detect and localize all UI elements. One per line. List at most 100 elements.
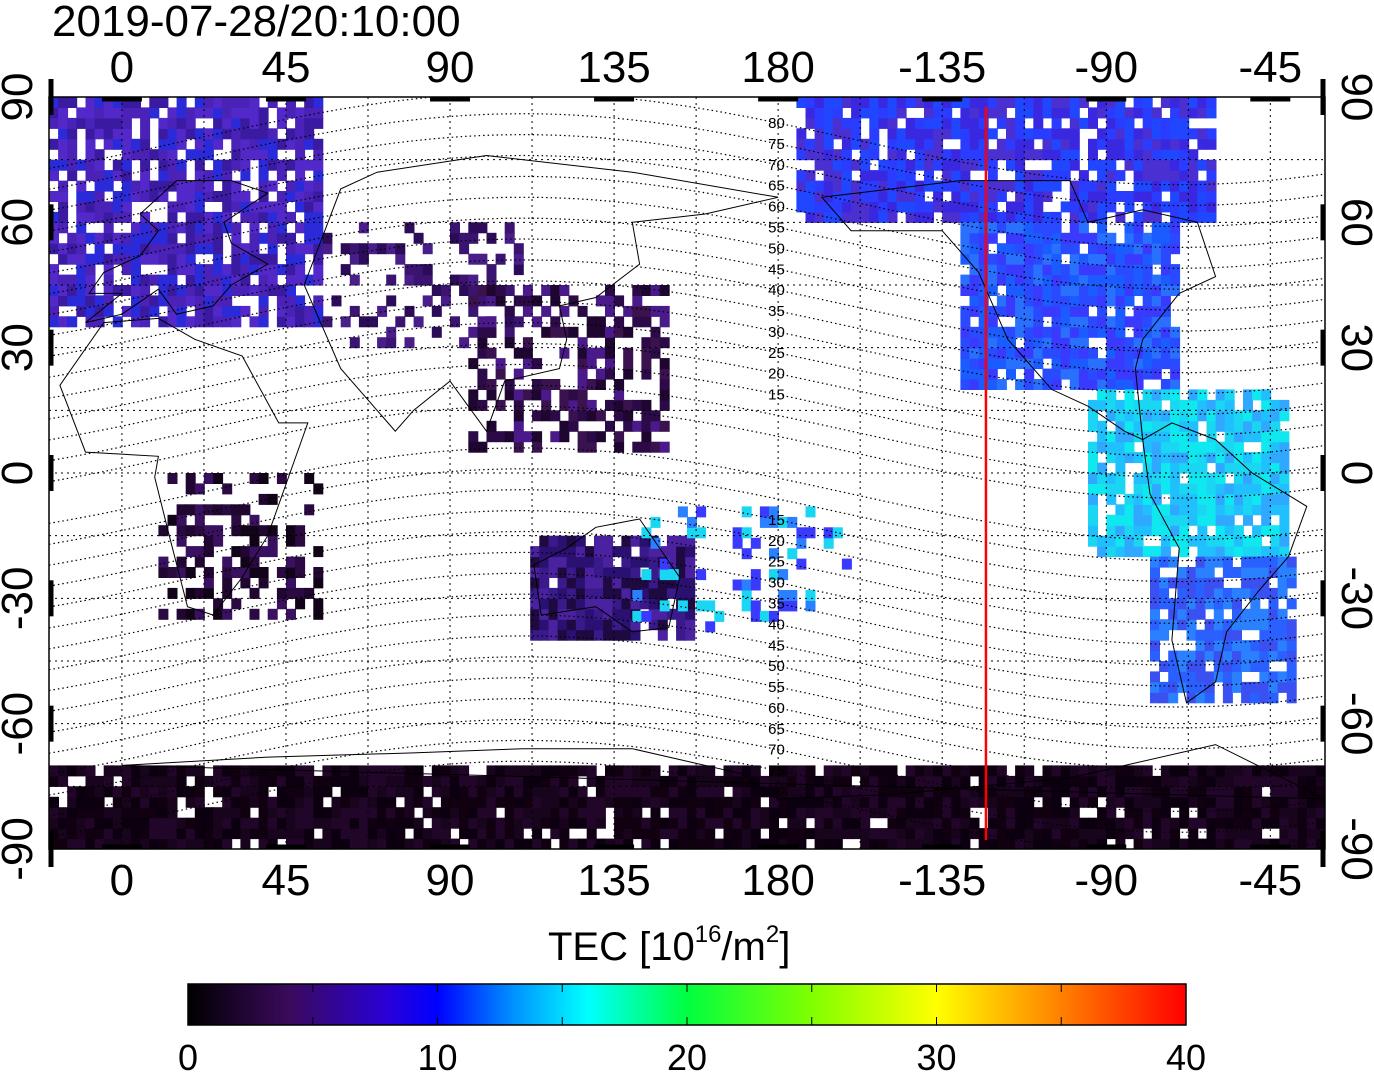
- tec-cell: [140, 775, 151, 787]
- tec-cell: [951, 765, 962, 777]
- tec-cell: [641, 368, 652, 380]
- tec-cell: [1215, 389, 1226, 401]
- tec-cell: [1160, 807, 1171, 819]
- tec-cell: [632, 786, 643, 798]
- tec-cell: [905, 128, 916, 140]
- tec-cell: [1142, 170, 1153, 182]
- tec-cell: [942, 211, 953, 223]
- tec-cell: [1051, 316, 1062, 328]
- tec-cell: [659, 786, 670, 798]
- tec-cell: [960, 305, 971, 317]
- tec-cell: [942, 170, 953, 182]
- tec-cell: [987, 358, 998, 370]
- tec-cell: [1261, 452, 1272, 464]
- tec-cell: [286, 828, 296, 840]
- tec-cell: [1060, 358, 1071, 370]
- tec-cell: [176, 556, 187, 568]
- tec-cell: [459, 807, 470, 819]
- tec-cell: [286, 765, 296, 777]
- tec-cell: [603, 556, 614, 568]
- tec-cell: [1197, 786, 1208, 798]
- tec-cell: [477, 222, 488, 234]
- tec-cell: [249, 546, 260, 558]
- tec-cell: [860, 107, 871, 119]
- tec-cell: [1261, 546, 1272, 558]
- tec-cell: [860, 138, 871, 150]
- tec-cell: [1159, 577, 1170, 589]
- tec-cell: [641, 420, 652, 432]
- tec-cell: [1224, 807, 1235, 819]
- contour-label: 50: [768, 240, 785, 257]
- tec-cell: [796, 765, 807, 777]
- tec-cell: [1078, 222, 1089, 234]
- colorbar-tick-label: 40: [1166, 1037, 1206, 1073]
- tec-cell: [1051, 222, 1062, 234]
- tec-cell: [1115, 337, 1126, 349]
- tec-cell: [594, 546, 604, 558]
- tec-cell: [1233, 493, 1244, 505]
- tec-cell: [322, 775, 333, 787]
- tec-cell: [49, 170, 59, 182]
- tec-cell: [741, 579, 752, 591]
- tec-cell: [1259, 567, 1270, 578]
- tec-cell: [85, 117, 96, 129]
- tec-cell: [176, 201, 187, 213]
- tec-cell: [1133, 483, 1144, 495]
- tec-cell: [313, 807, 324, 819]
- tec-cell: [1279, 535, 1290, 547]
- tec-cell: [1186, 629, 1197, 641]
- tec-cell: [267, 159, 278, 171]
- tec-cell: [550, 828, 561, 840]
- tec-cell: [286, 128, 296, 140]
- tec-cell: [960, 170, 971, 182]
- tec-cell: [1124, 379, 1135, 390]
- tec-cell: [1106, 337, 1117, 349]
- tec-cell: [530, 598, 541, 610]
- tec-cell: [632, 295, 643, 307]
- tec-cell: [1097, 170, 1108, 182]
- tec-cell: [1151, 452, 1162, 464]
- tec-cell: [477, 326, 488, 338]
- tec-cell: [978, 201, 989, 213]
- tec-cell: [131, 285, 141, 296]
- tec-cell: [194, 285, 205, 296]
- tec-cell: [924, 828, 934, 840]
- tec-cell: [996, 817, 1007, 829]
- tec-cell: [158, 796, 169, 808]
- tec-cell: [258, 838, 269, 849]
- tec-cell: [1352, 797, 1362, 808]
- tec-cell: [887, 180, 898, 192]
- contour-label: 75: [768, 763, 785, 780]
- tec-cell: [240, 305, 251, 317]
- tec-cell: [504, 796, 515, 808]
- tec-cell: [805, 180, 816, 192]
- tec-cell: [1033, 264, 1044, 276]
- tec-cell: [1115, 347, 1126, 359]
- tec-cell: [741, 600, 752, 612]
- tec-cell: [1097, 326, 1108, 338]
- tec-cell: [67, 796, 78, 808]
- tec-cell: [623, 817, 634, 829]
- tec-cell: [641, 410, 652, 422]
- tec-cell: [860, 97, 871, 108]
- tec-cell: [440, 796, 451, 808]
- magnetic-contour: [49, 133, 1325, 228]
- tec-cell: [468, 817, 479, 829]
- tec-cell: [404, 786, 415, 798]
- tec-cell: [222, 775, 233, 787]
- tec-cell: [103, 807, 114, 819]
- tec-cell: [978, 97, 989, 108]
- tec-cell: [213, 274, 224, 286]
- tec-cell: [577, 807, 588, 819]
- tec-cell: [276, 587, 287, 599]
- tec-cell: [1069, 347, 1080, 359]
- tec-cell: [566, 608, 577, 620]
- tec-cell: [1015, 191, 1026, 202]
- tec-cell: [1024, 838, 1035, 849]
- tec-cell: [304, 243, 315, 255]
- tec-cell: [823, 537, 834, 549]
- tec-cell: [586, 838, 597, 849]
- tec-cell: [1170, 264, 1181, 276]
- tec-cell: [924, 128, 934, 140]
- tec-cell: [1142, 462, 1153, 474]
